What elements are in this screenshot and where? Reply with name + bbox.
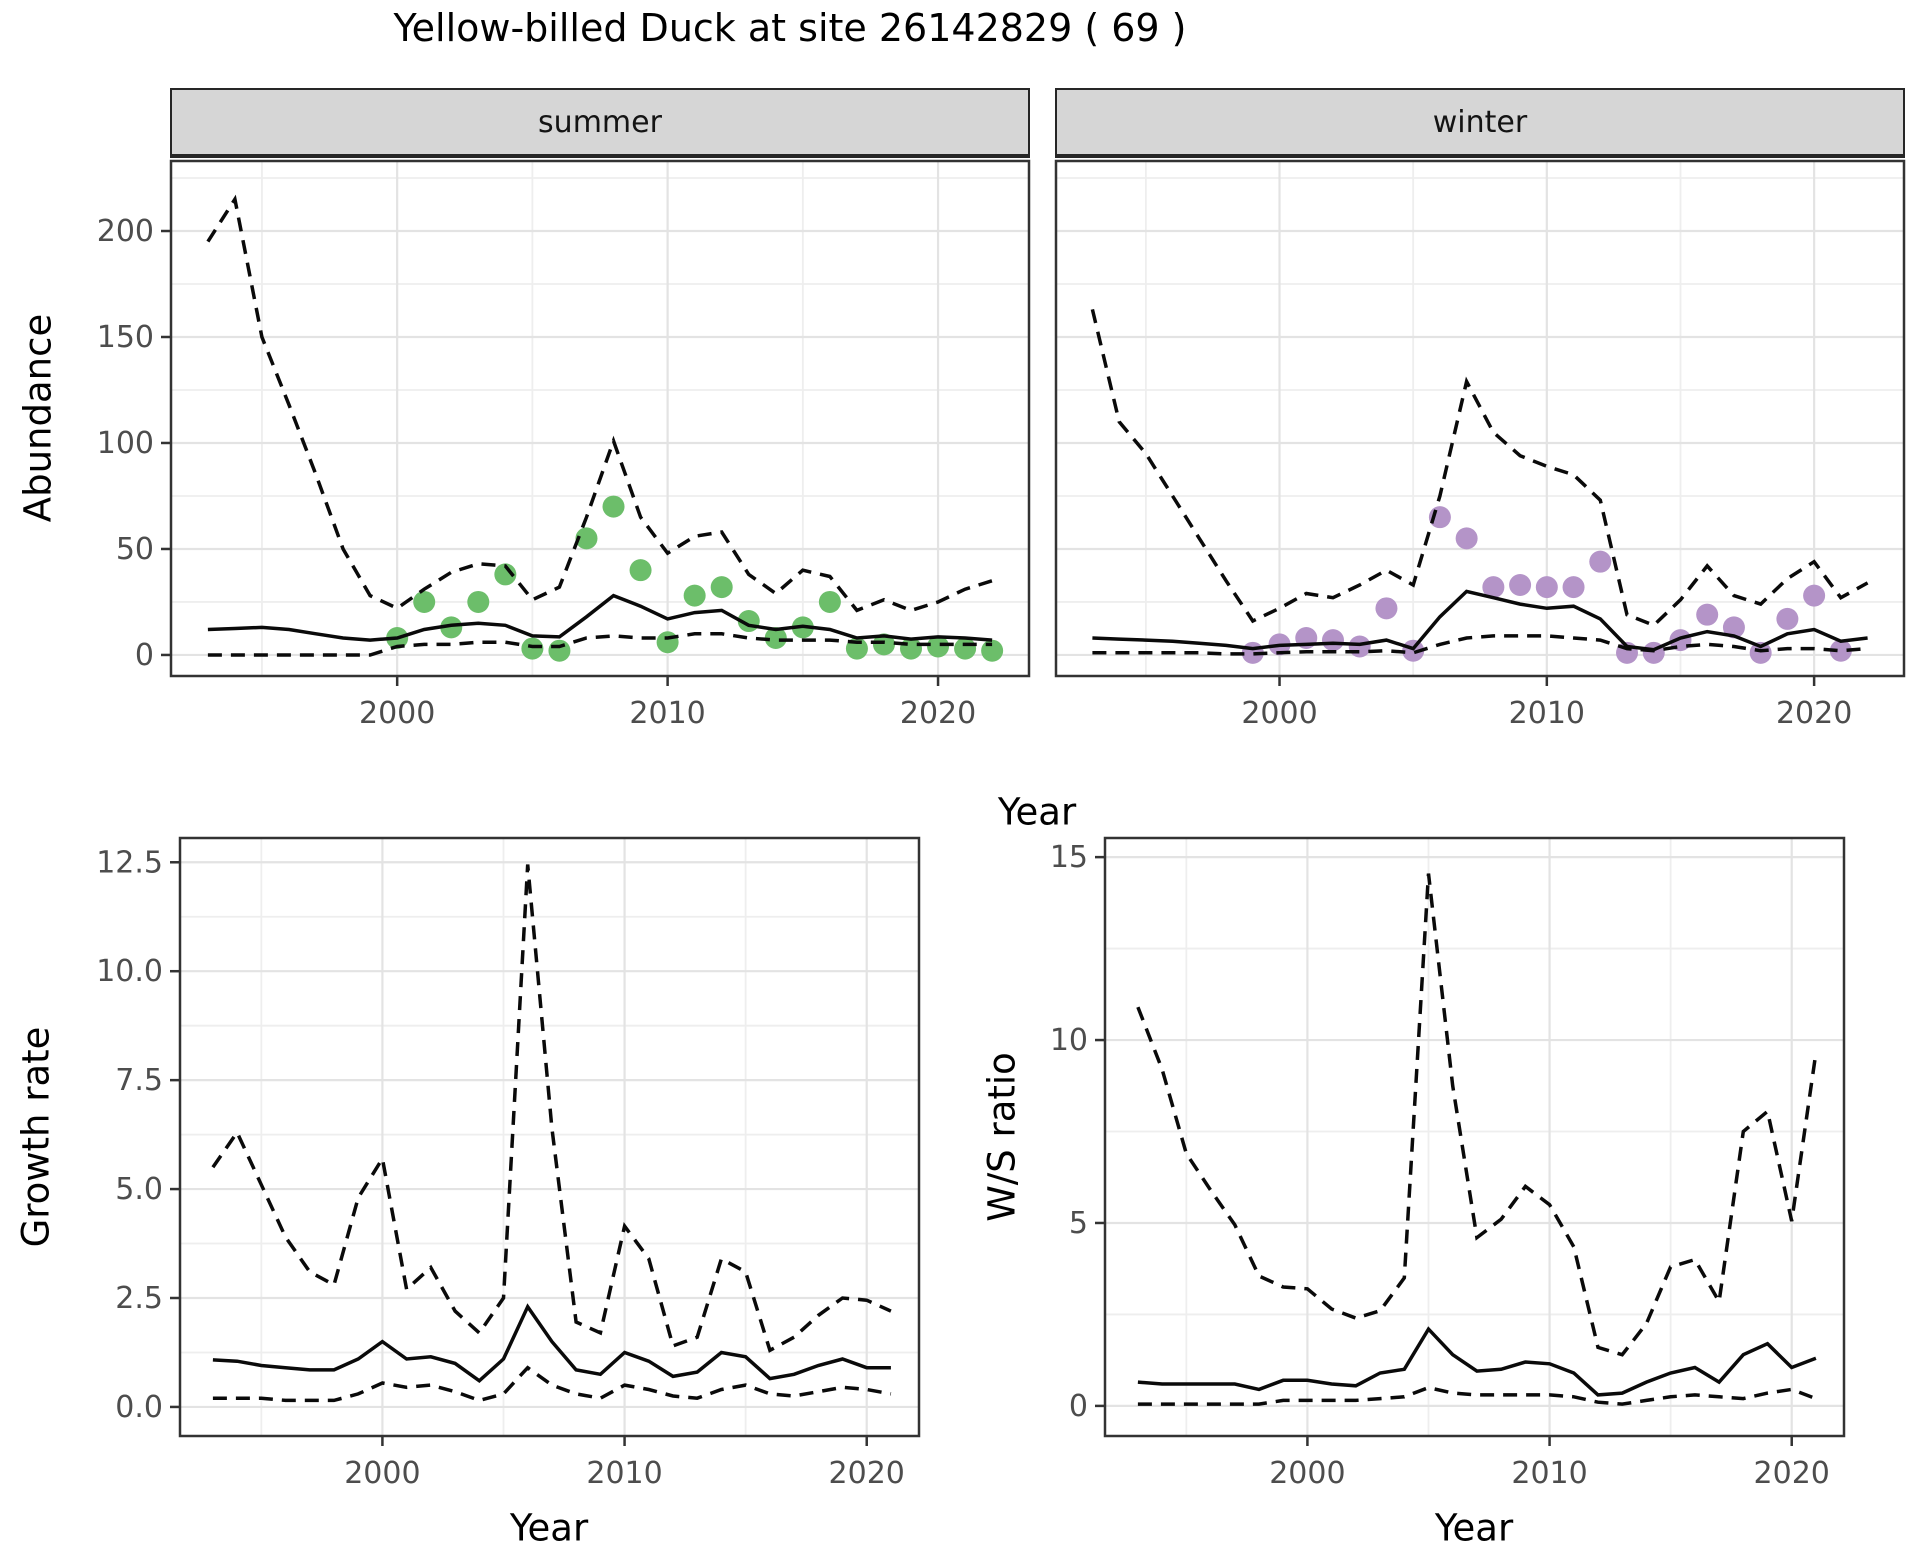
svg-text:2000: 2000 — [344, 1456, 420, 1491]
svg-text:0: 0 — [1069, 1389, 1088, 1424]
abundance-summer-upper-95ci-line — [206, 194, 993, 613]
abundance-summer-lower-95ci-line — [207, 632, 993, 657]
svg-text:2010: 2010 — [586, 1456, 662, 1491]
abundance-summer-panel: 2000 2010 2020 0 50 100 150 200 — [97, 159, 1031, 731]
ws-ratio-grid — [1104, 837, 1845, 1437]
svg-text:2010: 2010 — [1511, 1456, 1587, 1491]
svg-text:5: 5 — [1069, 1206, 1088, 1241]
svg-text:2020: 2020 — [829, 1456, 905, 1491]
svg-text:12.5: 12.5 — [96, 845, 163, 880]
ws-ratio-border — [1103, 836, 1846, 1438]
svg-text:2000: 2000 — [1269, 1456, 1345, 1491]
facet-strip-winter: winter — [1055, 88, 1905, 158]
facet-strip-winter-label: winter — [1432, 104, 1528, 140]
growth-rate-lower-95ci-line — [212, 1365, 892, 1403]
svg-text:15: 15 — [1050, 840, 1088, 875]
svg-text:2020: 2020 — [1776, 696, 1852, 731]
abundance-winter-upper-95ci-line — [1090, 308, 1869, 628]
figure-title: Yellow-billed Duck at site 26142829 ( 69… — [393, 6, 1187, 50]
observed-counts-winter — [1241, 506, 1852, 664]
growth-rate-median-line — [212, 1303, 891, 1384]
ws-ratio-upper-95ci-line — [1136, 873, 1818, 1357]
growth-rate-grid — [179, 837, 920, 1437]
growth-rate-axis-ticks: 2000 2010 2020 0.0 2.5 5.0 7.5 10.0 12.5 — [96, 845, 905, 1491]
abundance-summer-grid — [170, 160, 1030, 677]
abundance-winter-border — [1054, 159, 1906, 678]
svg-text:2000: 2000 — [1241, 696, 1317, 731]
svg-text:2010: 2010 — [629, 696, 705, 731]
svg-text:2010: 2010 — [1509, 696, 1585, 731]
ws-ratio-lower-95ci-line — [1137, 1385, 1817, 1406]
observed-counts-summer — [386, 495, 1004, 662]
svg-text:100: 100 — [97, 426, 154, 461]
svg-text:10.0: 10.0 — [96, 954, 163, 989]
svg-text:2000: 2000 — [359, 696, 435, 731]
svg-text:2020: 2020 — [1754, 1456, 1830, 1491]
facet-strip-summer: summer — [170, 88, 1030, 158]
growth-rate-axis-title: Growth rate — [14, 1026, 58, 1248]
svg-text:2020: 2020 — [900, 696, 976, 731]
ws-ratio-axis-title: W/S ratio — [980, 1052, 1024, 1222]
svg-text:7.5: 7.5 — [115, 1063, 163, 1098]
abundance-winter-grid — [1055, 160, 1905, 677]
growth-rate-upper-95ci-line — [211, 864, 892, 1353]
growth-rate-border — [178, 836, 921, 1438]
abundance-axis-title: Abundance — [16, 313, 60, 523]
year-axis-title-top: Year — [997, 790, 1077, 834]
svg-text:200: 200 — [97, 214, 154, 249]
growth-rate-panel: 2000 2010 2020 0.0 2.5 5.0 7.5 10.0 12.5 — [96, 836, 921, 1491]
abundance-winter-panel: 2000 2010 2020 — [1054, 159, 1906, 731]
svg-text:50: 50 — [116, 532, 154, 567]
facet-strip-summer-label: summer — [538, 104, 662, 140]
abundance-winter-median-line — [1092, 589, 1868, 652]
svg-text:10: 10 — [1050, 1023, 1088, 1058]
abundance-winter-axis-ticks: 2000 2010 2020 — [1241, 677, 1852, 731]
svg-text:0.0: 0.0 — [115, 1390, 163, 1425]
year-axis-title-bottom-left: Year — [509, 1506, 589, 1550]
svg-text:0: 0 — [135, 638, 154, 673]
svg-text:2.5: 2.5 — [115, 1281, 163, 1316]
svg-text:5.0: 5.0 — [115, 1172, 163, 1207]
abundance-summer-border — [169, 159, 1031, 678]
ws-ratio-panel: 2000 2010 2020 0 5 10 15 — [1050, 836, 1846, 1491]
svg-text:150: 150 — [97, 320, 154, 355]
ws-ratio-median-line — [1137, 1326, 1817, 1397]
abundance-winter-lower-95ci-line — [1092, 634, 1868, 656]
abundance-summer-median-line — [207, 593, 993, 642]
abundance-summer-axis-ticks: 2000 2010 2020 0 50 100 150 200 — [97, 214, 976, 731]
year-axis-title-bottom-right: Year — [1434, 1506, 1514, 1550]
ws-ratio-axis-ticks: 2000 2010 2020 0 5 10 15 — [1050, 840, 1830, 1491]
